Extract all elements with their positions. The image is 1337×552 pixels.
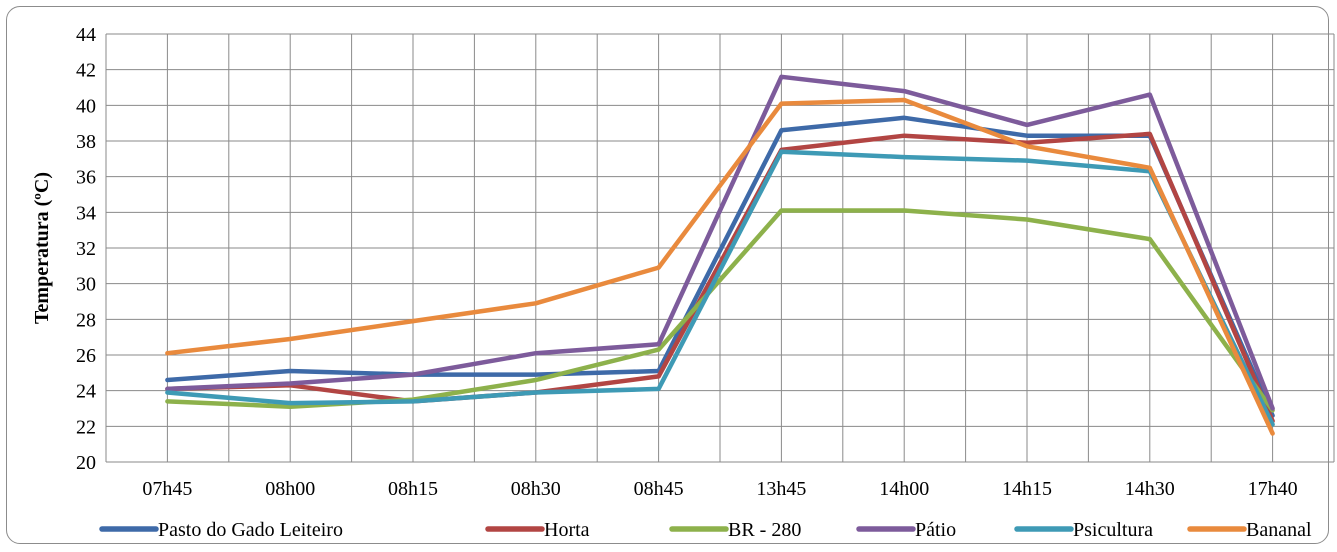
legend-label-1: Horta xyxy=(544,519,590,541)
legend-label-5: Bananal xyxy=(1246,519,1312,541)
y-tick-label: 20 xyxy=(76,452,96,474)
y-tick-label: 36 xyxy=(76,167,96,189)
x-axis-ticks: 07h45 08h00 08h15 08h30 08h45 13h45 14h00 14h15… xyxy=(142,478,1297,500)
y-tick-label: 44 xyxy=(76,24,96,46)
y-tick-label: 34 xyxy=(76,202,96,224)
grid xyxy=(105,33,1335,463)
y-tick-label: 30 xyxy=(76,274,96,296)
y-tick-label: 38 xyxy=(76,131,96,153)
y-tick-label: 32 xyxy=(76,238,96,260)
y-axis-ticks: 20 22 24 26 28 30 32 34 36 38 40 42 44 xyxy=(76,24,96,474)
y-tick-label: 24 xyxy=(76,381,96,403)
x-tick-label: 08h45 xyxy=(634,478,684,500)
series-line-0 xyxy=(165,115,1275,418)
legend-label-4: Psicultura xyxy=(1073,519,1153,541)
x-tick-label: 08h00 xyxy=(265,478,315,500)
legend-label-3: Pátio xyxy=(915,519,956,541)
y-tick-label: 28 xyxy=(76,309,96,331)
y-tick-label: 42 xyxy=(76,60,96,82)
y-tick-label: 40 xyxy=(76,95,96,117)
x-tick-label: 14h30 xyxy=(1125,478,1175,500)
legend: Pasto do Gado Leiteiro Horta BR - 280 Pátio… xyxy=(99,519,1312,541)
y-tick-label: 26 xyxy=(76,345,96,367)
series-line-1 xyxy=(165,131,1275,424)
y-axis-title: Temperatura (ºC) xyxy=(31,172,53,324)
series-line-4 xyxy=(165,149,1275,427)
legend-label-2: BR - 280 xyxy=(728,519,801,541)
x-tick-label: 08h30 xyxy=(511,478,561,500)
x-tick-label: 14h15 xyxy=(1002,478,1052,500)
y-tick-label: 22 xyxy=(76,416,96,438)
series-lines xyxy=(165,74,1275,436)
x-tick-label: 07h45 xyxy=(142,478,192,500)
x-tick-label: 08h15 xyxy=(388,478,438,500)
legend-label-0: Pasto do Gado Leiteiro xyxy=(158,519,343,541)
x-tick-label: 13h45 xyxy=(756,478,806,500)
x-tick-label: 14h00 xyxy=(879,478,929,500)
series-line-3 xyxy=(165,74,1275,411)
series-line-5 xyxy=(165,97,1275,436)
chart-frame xyxy=(6,6,1329,544)
x-tick-label: 17h40 xyxy=(1248,478,1298,500)
